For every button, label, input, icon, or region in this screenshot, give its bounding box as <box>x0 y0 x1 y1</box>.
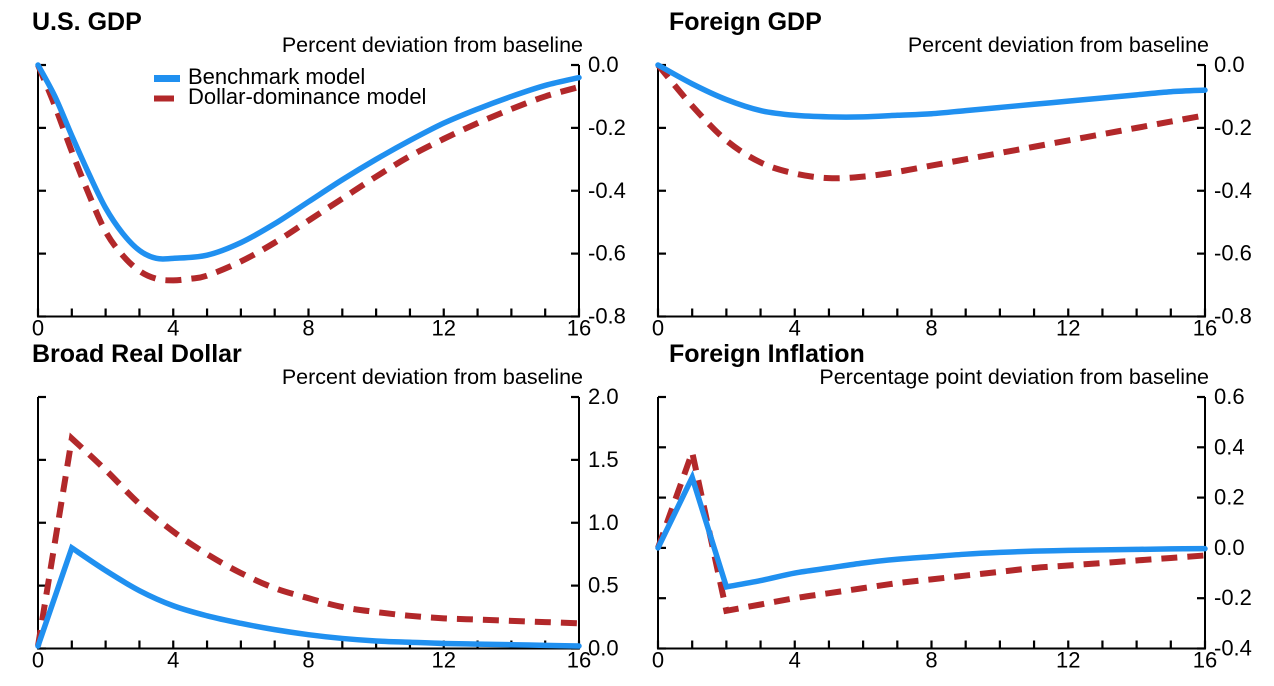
svg-text:4: 4 <box>789 647 801 672</box>
svg-text:0.5: 0.5 <box>588 572 619 597</box>
svg-text:0: 0 <box>652 647 664 672</box>
svg-text:8: 8 <box>302 647 314 672</box>
svg-text:0.0: 0.0 <box>1214 535 1245 560</box>
svg-text:-0.4: -0.4 <box>588 178 626 203</box>
svg-text:2.0: 2.0 <box>588 384 619 409</box>
svg-text:Percentage point deviation fro: Percentage point deviation from baseline <box>819 365 1209 389</box>
svg-text:8: 8 <box>925 647 937 672</box>
svg-text:Percent deviation from baselin: Percent deviation from baseline <box>908 33 1209 57</box>
svg-text:-0.2: -0.2 <box>1214 585 1252 610</box>
svg-text:-0.2: -0.2 <box>1214 115 1252 140</box>
svg-text:4: 4 <box>167 647 179 672</box>
svg-text:-0.6: -0.6 <box>1214 241 1252 266</box>
svg-text:Foreign GDP: Foreign GDP <box>669 8 822 36</box>
svg-text:-0.8: -0.8 <box>588 304 626 329</box>
svg-text:12: 12 <box>1056 647 1080 672</box>
svg-text:Foreign Inflation: Foreign Inflation <box>669 340 865 368</box>
svg-text:0.6: 0.6 <box>1214 384 1245 409</box>
svg-text:-0.4: -0.4 <box>1214 178 1252 203</box>
svg-text:-0.6: -0.6 <box>588 241 626 266</box>
svg-text:Broad Real Dollar: Broad Real Dollar <box>32 340 242 368</box>
svg-text:Percent deviation from baselin: Percent deviation from baseline <box>282 365 583 389</box>
svg-text:-0.2: -0.2 <box>588 115 626 140</box>
svg-text:12: 12 <box>432 647 456 672</box>
svg-text:U.S. GDP: U.S. GDP <box>32 8 142 36</box>
svg-text:0.0: 0.0 <box>1214 52 1245 77</box>
svg-text:1.0: 1.0 <box>588 510 619 535</box>
svg-text:0: 0 <box>32 647 44 672</box>
svg-text:0.2: 0.2 <box>1214 484 1245 509</box>
svg-text:0.0: 0.0 <box>588 635 619 660</box>
svg-text:Dollar-dominance model: Dollar-dominance model <box>188 84 426 109</box>
svg-text:0.4: 0.4 <box>1214 434 1245 459</box>
svg-text:0.0: 0.0 <box>588 52 619 77</box>
svg-text:-0.4: -0.4 <box>1214 635 1252 660</box>
svg-text:Percent deviation from baselin: Percent deviation from baseline <box>282 33 583 57</box>
svg-text:-0.8: -0.8 <box>1214 304 1252 329</box>
svg-text:1.5: 1.5 <box>588 447 619 472</box>
